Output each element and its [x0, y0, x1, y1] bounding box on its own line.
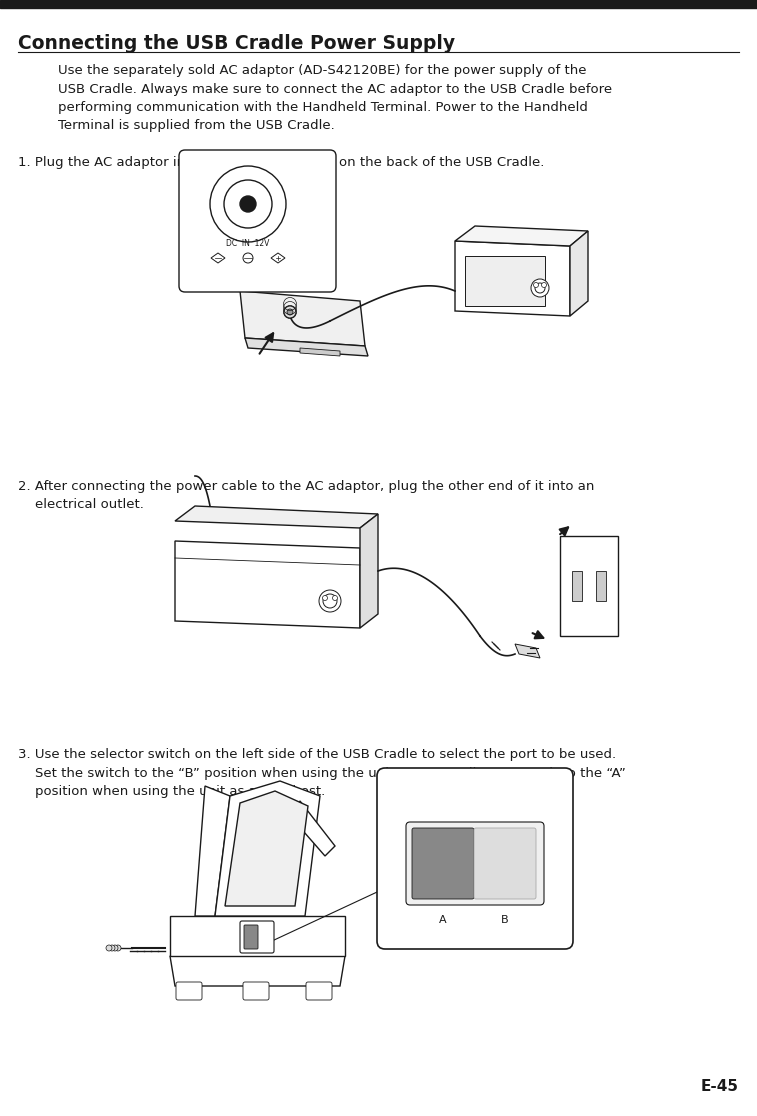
- Circle shape: [319, 590, 341, 612]
- Circle shape: [243, 253, 253, 263]
- FancyBboxPatch shape: [596, 571, 606, 602]
- Circle shape: [323, 594, 337, 608]
- Text: 2. After connecting the power cable to the AC adaptor, plug the other end of it : 2. After connecting the power cable to t…: [18, 480, 594, 511]
- FancyBboxPatch shape: [412, 828, 474, 899]
- Circle shape: [541, 282, 547, 288]
- Polygon shape: [271, 253, 285, 263]
- Polygon shape: [170, 916, 345, 956]
- Polygon shape: [175, 506, 378, 528]
- Text: 1. Plug the AC adaptor into the AC adaptor jack on the back of the USB Cradle.: 1. Plug the AC adaptor into the AC adapt…: [18, 156, 544, 169]
- Circle shape: [287, 309, 293, 315]
- Circle shape: [531, 279, 549, 297]
- FancyBboxPatch shape: [377, 768, 573, 949]
- Polygon shape: [515, 644, 540, 658]
- Polygon shape: [170, 956, 345, 987]
- Bar: [0, 0, 757, 8]
- Polygon shape: [215, 781, 320, 916]
- Circle shape: [284, 306, 296, 318]
- Polygon shape: [211, 253, 225, 263]
- Circle shape: [210, 166, 286, 242]
- Circle shape: [224, 180, 272, 228]
- Circle shape: [115, 945, 121, 951]
- Polygon shape: [240, 291, 365, 346]
- FancyBboxPatch shape: [240, 921, 274, 953]
- Text: B: B: [501, 915, 509, 925]
- Circle shape: [106, 945, 112, 951]
- Circle shape: [240, 196, 256, 212]
- Polygon shape: [300, 348, 340, 356]
- FancyBboxPatch shape: [560, 536, 618, 636]
- Polygon shape: [195, 786, 230, 916]
- FancyBboxPatch shape: [406, 822, 544, 905]
- Circle shape: [322, 596, 328, 600]
- Polygon shape: [570, 231, 588, 316]
- Text: DC  IN  12V: DC IN 12V: [226, 240, 269, 249]
- FancyBboxPatch shape: [179, 150, 336, 292]
- Polygon shape: [245, 338, 368, 356]
- Circle shape: [332, 596, 338, 600]
- FancyBboxPatch shape: [465, 256, 545, 306]
- FancyBboxPatch shape: [244, 925, 258, 949]
- FancyBboxPatch shape: [176, 982, 202, 1000]
- Polygon shape: [360, 514, 378, 628]
- Polygon shape: [455, 227, 588, 246]
- FancyBboxPatch shape: [572, 571, 582, 602]
- FancyBboxPatch shape: [306, 982, 332, 1000]
- Circle shape: [112, 945, 118, 951]
- FancyBboxPatch shape: [243, 982, 269, 1000]
- Text: 3. Use the selector switch on the left side of the USB Cradle to select the port: 3. Use the selector switch on the left s…: [18, 748, 626, 798]
- Text: E-45: E-45: [701, 1079, 739, 1094]
- Circle shape: [535, 283, 545, 294]
- Text: A: A: [439, 915, 447, 925]
- FancyBboxPatch shape: [474, 828, 536, 899]
- Circle shape: [109, 945, 115, 951]
- Text: Use the separately sold AC adaptor (AD-S42120BE) for the power supply of the
USB: Use the separately sold AC adaptor (AD-S…: [58, 64, 612, 133]
- Polygon shape: [175, 541, 360, 628]
- Polygon shape: [455, 241, 570, 316]
- Polygon shape: [290, 801, 335, 856]
- Polygon shape: [225, 791, 308, 906]
- Text: Connecting the USB Cradle Power Supply: Connecting the USB Cradle Power Supply: [18, 33, 455, 52]
- Circle shape: [534, 282, 538, 288]
